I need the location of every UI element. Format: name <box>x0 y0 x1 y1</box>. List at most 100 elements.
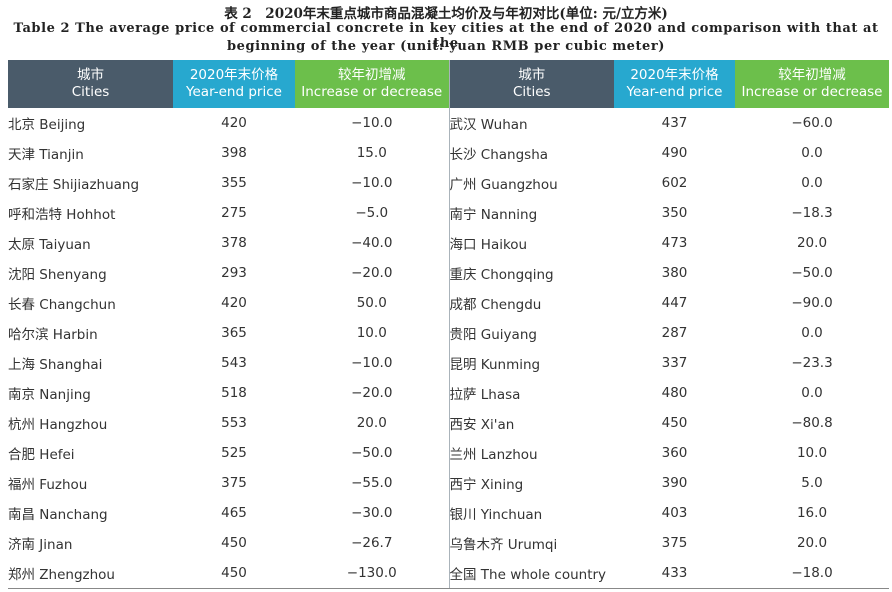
table-row: 郑州 Zhengzhou 450 −130.0 全国 The whole countr… <box>8 558 889 589</box>
table-row: 合肥 Hefei 525 −50.0 兰州 Lanzhou 360 10.0 <box>8 438 889 468</box>
table-row: 天津 Tianjin 398 15.0 长沙 Changsha 490 0.0 <box>8 138 889 168</box>
price-cell: 293 <box>221 265 247 281</box>
price-cell: 518 <box>221 385 247 401</box>
header-price-en: Year-end price <box>626 84 723 100</box>
price-cell: 450 <box>173 558 295 589</box>
price-cell: 437 <box>661 115 688 131</box>
table-row: 上海 Shanghai 543 −10.0 昆明 Kunming 337 −23.3 <box>8 348 889 378</box>
table-row: 济南 Jinan 450 −26.7 乌鲁木齐 Urumqi 375 20.0 <box>8 528 889 558</box>
city-cell: 济南 Jinan <box>8 537 73 553</box>
city-cell: 沈阳 Shenyang <box>8 267 107 283</box>
change-cell: −90.0 <box>791 295 833 311</box>
price-cell: 375 <box>221 475 247 491</box>
city-cell: 郑州 Zhengzhou <box>8 558 173 589</box>
price-cell: 380 <box>661 265 688 281</box>
change-cell: −80.8 <box>791 415 833 431</box>
change-cell: −26.7 <box>351 535 393 551</box>
table-row: 哈尔滨 Harbin 365 10.0 贵阳 Guiyang 287 0.0 <box>8 318 889 348</box>
price-cell: 390 <box>661 475 688 491</box>
price-cell: 355 <box>221 175 247 191</box>
change-cell: 20.0 <box>796 235 828 251</box>
header-change-en: Increase or decrease <box>301 84 443 100</box>
table-body: 北京 Beijing 420 −10.0 武汉 Wuhan 437 −60.0 天津 Tia… <box>8 108 889 589</box>
city-cell: 银川 Yinchuan <box>448 498 614 528</box>
table-row: 南昌 Nanchang 465 −30.0 银川 Yinchuan 403 16.0 <box>8 498 889 528</box>
city-cell: 南宁 Nanning <box>448 198 614 228</box>
change-cell: −5.0 <box>355 205 389 221</box>
header-change-left: 较年初增减 Increase or decrease <box>295 60 449 108</box>
city-cell: 广州 Guangzhou <box>448 168 614 198</box>
change-cell: 0.0 <box>801 325 823 341</box>
change-cell: −23.3 <box>791 355 833 371</box>
price-cell: 473 <box>661 235 688 251</box>
header-price-zh: 2020年末价格 <box>189 67 279 83</box>
change-cell: −20.0 <box>351 265 393 281</box>
price-cell: 360 <box>661 445 688 461</box>
change-cell: −20.0 <box>351 385 393 401</box>
city-cell: 武汉 Wuhan <box>448 108 614 138</box>
change-cell: 50.0 <box>356 295 387 311</box>
header-price-left: 2020年末价格 Year-end price <box>173 60 295 108</box>
price-cell: 450 <box>661 415 688 431</box>
change-cell: −60.0 <box>791 115 833 131</box>
city-cell: 贵阳 Guiyang <box>448 318 614 348</box>
city-cell: 天津 Tianjin <box>8 147 84 163</box>
change-cell: −10.0 <box>351 175 393 191</box>
change-cell: 10.0 <box>356 325 387 341</box>
change-cell: 10.0 <box>796 445 828 461</box>
price-table: 城市 Cities 2020年末价格 Year-end price 较年初增减 … <box>8 60 889 589</box>
table-caption-zh: 表 2 2020年末重点城市商品混凝土均价及与年初对比(单位: 元/立方米) <box>224 6 668 22</box>
header-price-zh: 2020年末价格 <box>630 67 719 83</box>
change-cell: −55.0 <box>351 475 393 491</box>
header-change-zh: 较年初增减 <box>338 67 406 83</box>
header-row: 城市 Cities 2020年末价格 Year-end price 较年初增减 … <box>8 60 889 108</box>
price-cell: 525 <box>221 445 247 461</box>
table-row: 南京 Nanjing 518 −20.0 拉萨 Lhasa 480 0.0 <box>8 378 889 408</box>
table-row: 石家庄 Shijiazhuang 355 −10.0 广州 Guangzhou 602 0… <box>8 168 889 198</box>
city-cell: 拉萨 Lhasa <box>448 378 614 408</box>
table-row: 北京 Beijing 420 −10.0 武汉 Wuhan 437 −60.0 <box>8 108 889 138</box>
price-cell: 403 <box>661 505 688 521</box>
price-cell: 337 <box>661 355 688 371</box>
price-cell: 287 <box>661 325 688 341</box>
change-cell: −10.0 <box>351 115 393 131</box>
table-row: 呼和浩特 Hohhot 275 −5.0 南宁 Nanning 350 −18.3 <box>8 198 889 228</box>
header-cities-zh: 城市 <box>518 67 546 83</box>
city-cell: 呼和浩特 Hohhot <box>8 207 116 223</box>
city-cell: 成都 Chengdu <box>448 288 614 318</box>
price-cell: 433 <box>614 558 735 589</box>
city-cell: 哈尔滨 Harbin <box>8 327 98 343</box>
price-cell: 553 <box>221 415 247 431</box>
city-cell: 上海 Shanghai <box>8 357 103 373</box>
city-cell: 南昌 Nanchang <box>8 507 108 523</box>
price-cell: 447 <box>661 295 688 311</box>
change-cell: −18.3 <box>791 205 833 221</box>
price-cell: 450 <box>221 535 247 551</box>
price-cell: 480 <box>661 385 688 401</box>
price-cell: 350 <box>661 205 688 221</box>
city-cell: 长春 Changchun <box>8 297 116 313</box>
city-cell: 南京 Nanjing <box>8 387 91 403</box>
change-cell: 0.0 <box>801 175 823 191</box>
price-cell: 490 <box>661 145 688 161</box>
table-caption-en-line1: Table 2 The average price of commercial … <box>13 21 879 51</box>
change-cell: −30.0 <box>351 505 393 521</box>
city-cell: 北京 Beijing <box>8 117 86 133</box>
price-cell: 275 <box>221 205 247 221</box>
city-cell: 昆明 Kunming <box>448 348 614 378</box>
city-cell: 太原 Taiyuan <box>8 237 91 253</box>
change-cell: 0.0 <box>801 145 823 161</box>
change-cell: 5.0 <box>801 475 823 491</box>
price-cell: 602 <box>661 175 688 191</box>
header-cities-zh: 城市 <box>77 67 104 83</box>
change-cell: 15.0 <box>356 145 387 161</box>
city-cell: 西安 Xi'an <box>448 408 614 438</box>
price-cell: 543 <box>221 355 247 371</box>
change-cell: −130.0 <box>295 558 449 589</box>
city-cell: 西宁 Xining <box>448 468 614 498</box>
table-row: 杭州 Hangzhou 553 20.0 西安 Xi'an 450 −80.8 <box>8 408 889 438</box>
city-cell: 福州 Fuzhou <box>8 477 88 493</box>
change-cell: −10.0 <box>351 355 393 371</box>
city-cell: 重庆 Chongqing <box>448 258 614 288</box>
change-cell: −18.0 <box>735 558 889 589</box>
